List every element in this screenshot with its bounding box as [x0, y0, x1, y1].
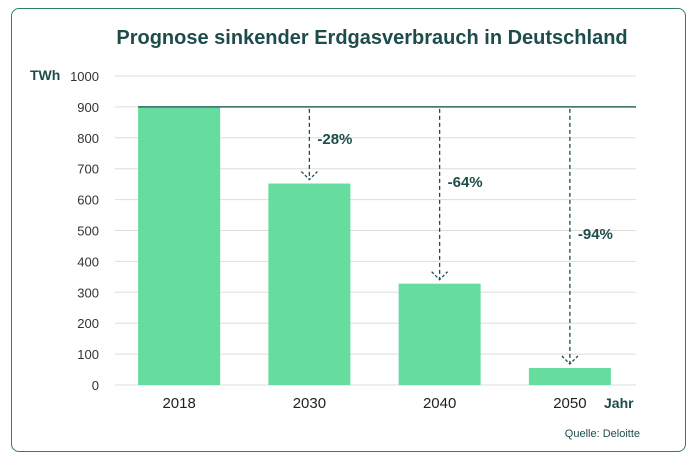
- chart-title: Prognose sinkender Erdgasverbrauch in De…: [116, 27, 627, 49]
- change-label-2050: -94%: [578, 226, 613, 243]
- y-tick-label-900: 900: [77, 100, 99, 115]
- chart-frame: [11, 8, 686, 452]
- change-label-2030: -28%: [317, 131, 352, 148]
- bar-2018: [138, 106, 221, 386]
- y-tick-label-1000: 1000: [70, 69, 99, 84]
- arrow-head-2030: [300, 171, 318, 181]
- bar-2030: [268, 183, 351, 385]
- y-tick-label-700: 700: [77, 162, 99, 177]
- y-tick-label-500: 500: [77, 224, 99, 239]
- x-tick-label-2018: 2018: [162, 395, 195, 412]
- source-note: Quelle: Deloitte: [565, 428, 640, 440]
- y-axis-label: TWh: [30, 67, 60, 83]
- y-tick-label-300: 300: [77, 285, 99, 300]
- x-tick-label-2030: 2030: [293, 395, 326, 412]
- change-label-2040: -64%: [448, 174, 483, 191]
- y-tick-label-400: 400: [77, 254, 99, 269]
- y-tick-label-0: 0: [92, 378, 99, 393]
- x-tick-label-2050: 2050: [553, 395, 586, 412]
- y-tick-label-200: 200: [77, 316, 99, 331]
- x-tick-label-2040: 2040: [423, 395, 456, 412]
- arrow-head-2050: [561, 355, 579, 365]
- x-axis-label: Jahr: [604, 395, 634, 411]
- bar-2050: [528, 368, 611, 385]
- y-tick-label-100: 100: [77, 347, 99, 362]
- bar-2040: [398, 283, 481, 385]
- arrow-head-2040: [431, 271, 449, 281]
- y-tick-label-600: 600: [77, 193, 99, 208]
- y-tick-label-800: 800: [77, 131, 99, 146]
